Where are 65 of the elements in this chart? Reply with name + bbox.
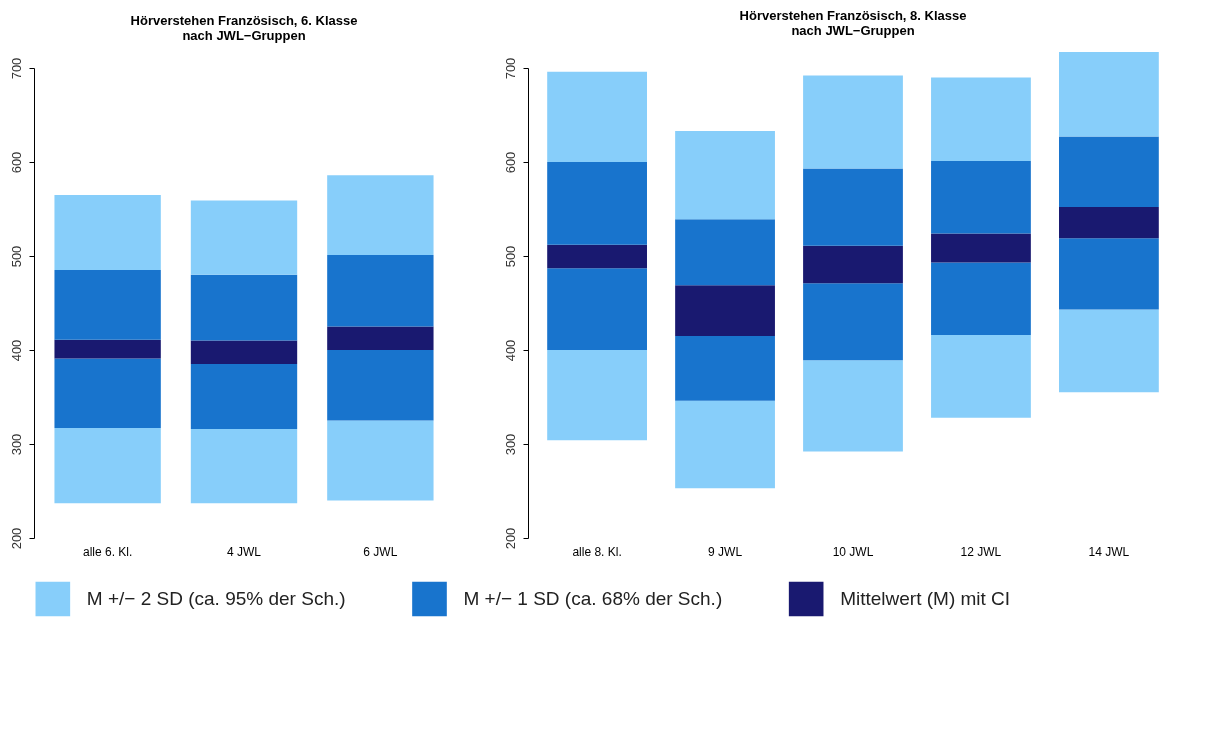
bar (931, 161, 1031, 234)
y-tick-label: 400 (8, 339, 24, 362)
bar (54, 358, 161, 429)
legend-label: M +/− 2 SD (ca. 95% der Sch.) (86, 588, 346, 609)
y-tick-label: 300 (8, 433, 24, 456)
bar (803, 283, 903, 361)
bar (327, 420, 434, 501)
bar (803, 168, 903, 246)
bar (547, 350, 647, 441)
chart-title: Hörverstehen Französisch, 8. Klasse nach JWL−Gruppen (739, 8, 967, 39)
bar (327, 175, 434, 256)
bar (547, 162, 647, 245)
bar (931, 262, 1031, 335)
legend-label: M +/− 1 SD (ca. 68% der Sch.) (463, 588, 723, 609)
y-tick-label: 600 (8, 151, 24, 174)
bar (547, 244, 647, 269)
y-tick-label: 400 (502, 339, 518, 362)
y-tick-label: 500 (502, 245, 518, 268)
y-tick-label: 700 (8, 57, 24, 80)
bar (190, 340, 298, 365)
bar (547, 71, 647, 162)
bar (803, 360, 903, 452)
bar (931, 334, 1031, 418)
x-tick-label: 10 JWL (832, 544, 874, 559)
bar (675, 400, 775, 489)
bar (327, 326, 434, 350)
bar (54, 428, 161, 504)
bar (931, 77, 1031, 162)
x-tick-label: 4 JWL (226, 544, 262, 559)
y-tick-label: 700 (502, 57, 518, 80)
legend-label: Mittelwert (M) mit CI (840, 588, 1011, 609)
bar (54, 339, 161, 359)
bar (931, 233, 1031, 263)
bar (803, 245, 903, 284)
x-tick-label: 9 JWL (708, 544, 743, 559)
bar (327, 255, 434, 327)
y-tick-label: 200 (8, 527, 24, 550)
bar (1059, 52, 1159, 137)
x-tick-label: alle 8. Kl. (572, 544, 622, 559)
bar (803, 75, 903, 169)
y-tick-label: 600 (502, 151, 518, 174)
x-tick-label: 6 JWL (363, 544, 398, 559)
y-tick-label: 200 (502, 527, 518, 550)
x-tick-label: alle 6. Kl. (82, 544, 133, 559)
bar (190, 428, 298, 504)
bar (190, 274, 298, 341)
x-tick-label: 12 JWL (960, 544, 1002, 559)
bar (675, 219, 775, 286)
bar (327, 350, 434, 421)
bar (54, 194, 161, 271)
y-tick-label: 300 (502, 433, 518, 456)
x-tick-label: 14 JWL (1088, 544, 1130, 559)
bar (54, 270, 161, 340)
bar (675, 285, 775, 336)
bar (547, 268, 647, 350)
bar (675, 130, 775, 220)
bar (1059, 309, 1159, 393)
bar (1059, 238, 1159, 310)
bar (1059, 207, 1159, 239)
bar (1059, 136, 1159, 208)
chart-title: Hörverstehen Französisch, 6. Klasse nach JWL−Gruppen (130, 13, 358, 44)
bar (190, 364, 298, 429)
y-tick-label: 500 (8, 245, 24, 268)
bar (675, 335, 775, 401)
bar (190, 200, 298, 275)
